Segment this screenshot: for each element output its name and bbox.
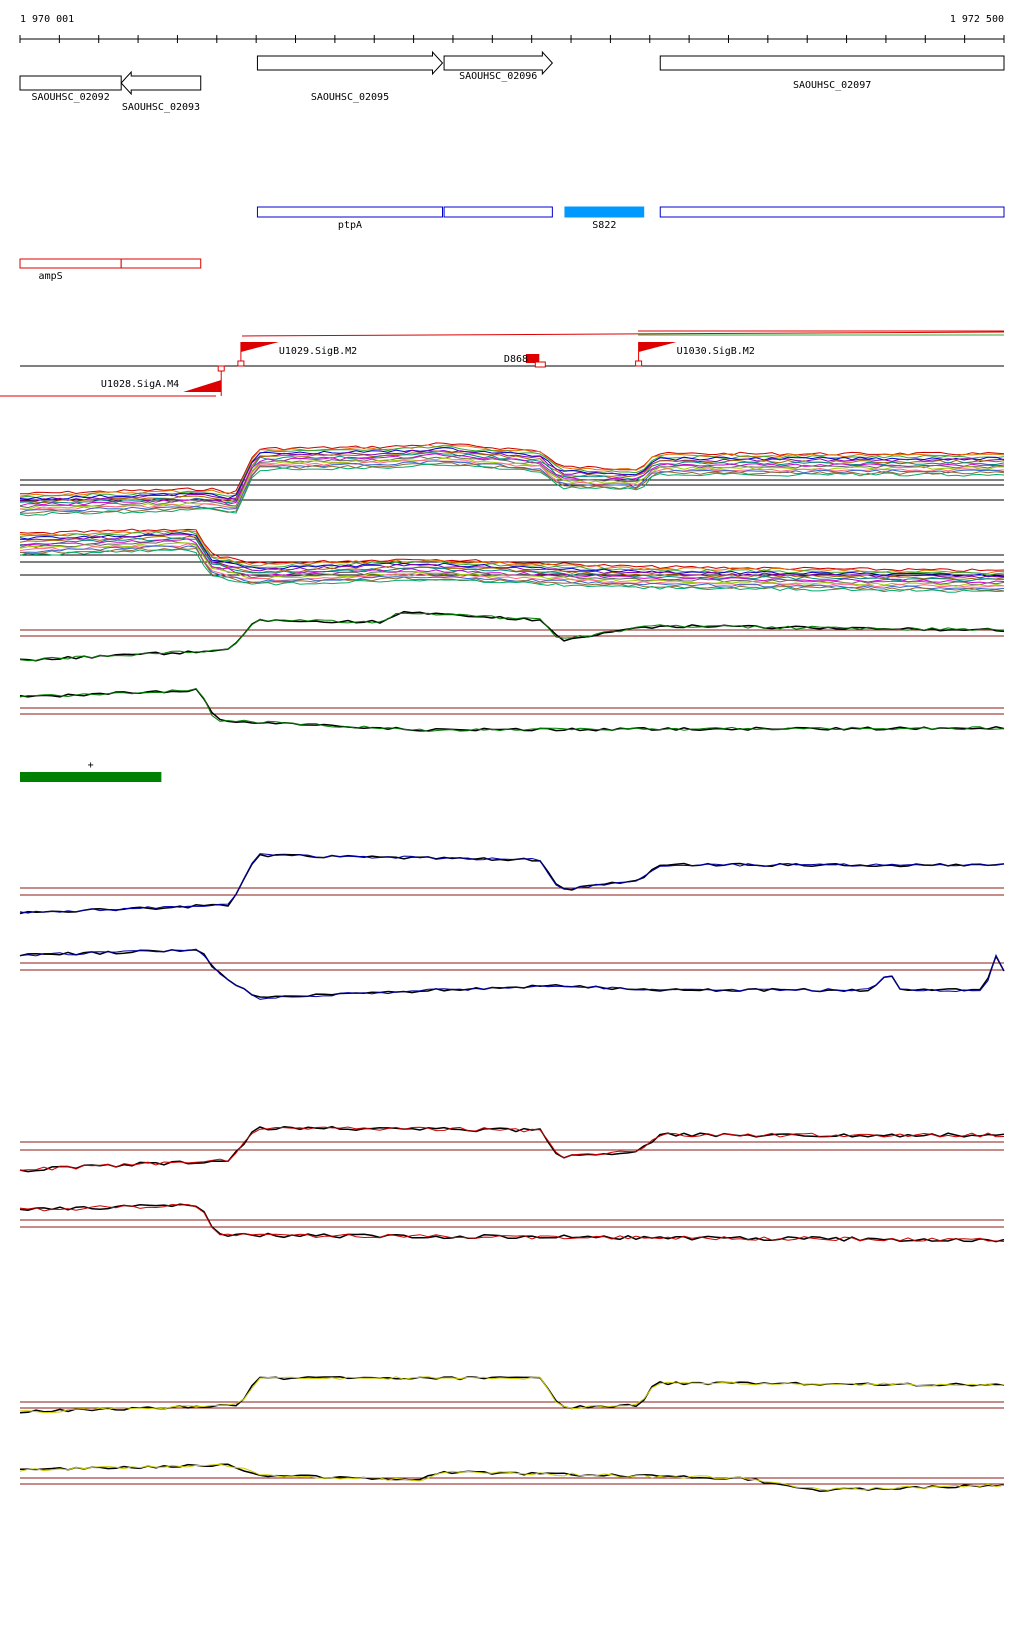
gene-arrow[interactable] xyxy=(256,50,444,76)
gene-label: SAOUHSC_02095 xyxy=(311,92,389,103)
promoter-label: U1028.SigA.M4 xyxy=(101,379,179,390)
expression-trace xyxy=(19,529,1005,575)
blue-feature[interactable] xyxy=(564,206,645,218)
expression-trace xyxy=(19,543,1005,588)
expression-trace xyxy=(19,534,1005,579)
blue-feature[interactable] xyxy=(256,206,444,218)
promoter-box xyxy=(635,360,643,367)
promoter-track: U1028.SigA.M4 U1029.SigB.M2 U1030.SigB.M2 D… xyxy=(0,330,1005,397)
expression-trace xyxy=(19,444,1005,497)
promoter-label: U1029.SigB.M2 xyxy=(279,346,357,357)
red-feature-track: ampS xyxy=(19,258,202,282)
expression-tracks xyxy=(19,442,1005,1492)
expression-trace xyxy=(19,1125,1005,1173)
blue-feature-label: ptpA xyxy=(338,220,362,231)
expression-trace xyxy=(19,1203,1005,1242)
promoter-box xyxy=(237,360,245,367)
gene-label: SAOUHSC_02096 xyxy=(459,71,537,82)
blue-feature[interactable] xyxy=(659,206,1005,218)
expression-trace xyxy=(19,542,1005,587)
ruler: 1 970 001 1 972 500 xyxy=(19,14,1005,43)
red-feature[interactable] xyxy=(19,258,122,269)
blue-feature-label: S822 xyxy=(592,220,616,231)
expression-trace xyxy=(19,453,1005,507)
expression-trace xyxy=(19,532,1005,578)
red-feature[interactable] xyxy=(120,258,202,269)
expression-trace xyxy=(19,853,1005,914)
expression-trace xyxy=(19,612,1005,662)
expression-trace xyxy=(19,535,1005,581)
expression-trace xyxy=(19,459,1005,511)
expression-trace xyxy=(19,530,1005,576)
gene-arrow[interactable] xyxy=(443,50,554,76)
promoter-box xyxy=(217,365,225,372)
expression-trace xyxy=(20,442,1005,495)
expression-trace xyxy=(19,450,1005,504)
expression-trace xyxy=(19,688,1005,732)
ruler-ticks xyxy=(19,35,1005,43)
terminator-block[interactable] xyxy=(525,354,540,363)
gene-label: SAOUHSC_02097 xyxy=(793,80,871,91)
gene-arrow[interactable] xyxy=(659,55,1005,71)
expression-trace xyxy=(19,463,1005,517)
expression-trace xyxy=(19,1463,1005,1491)
expression-trace xyxy=(19,462,1005,514)
promoter-label: U1030.SigB.M2 xyxy=(677,346,755,357)
green-bar-track: + xyxy=(20,760,162,782)
gene-label: SAOUHSC_02092 xyxy=(31,92,109,103)
expression-trace xyxy=(19,452,1005,505)
green-bar-label: + xyxy=(88,760,94,771)
expression-trace xyxy=(19,948,1005,1000)
expression-trace xyxy=(19,538,1005,584)
promoter-flag[interactable] xyxy=(638,342,677,352)
expression-trace xyxy=(19,545,1005,590)
expression-trace xyxy=(19,537,1005,582)
promoter-flag[interactable] xyxy=(240,342,279,352)
expression-trace xyxy=(19,457,1005,510)
expression-trace xyxy=(19,853,1005,915)
green-bar[interactable] xyxy=(20,772,162,782)
blue-feature-track: ptpA S822 xyxy=(256,206,1005,231)
terminator-label: D868 xyxy=(504,354,528,365)
red-feature-label: ampS xyxy=(39,271,63,282)
ruler-end-label: 1 972 500 xyxy=(950,14,1004,25)
gene-label: SAOUHSC_02093 xyxy=(122,102,200,113)
gene-arrow[interactable] xyxy=(120,70,202,96)
expression-trace xyxy=(19,449,1005,502)
expression-trace xyxy=(19,1376,1005,1414)
terminator-box xyxy=(534,361,546,368)
expression-trace xyxy=(19,447,1005,500)
expression-trace xyxy=(19,547,1005,592)
ruler-start-label: 1 970 001 xyxy=(20,14,74,25)
expression-trace xyxy=(19,610,1005,662)
genes-track: SAOUHSC_02092 SAOUHSC_02093 SAOUHSC_02095 S… xyxy=(19,50,1005,113)
expression-trace xyxy=(19,688,1005,733)
expression-trace xyxy=(19,1376,1005,1414)
transcript-line xyxy=(241,331,1005,337)
expression-trace xyxy=(19,1126,1005,1171)
expression-trace xyxy=(19,455,1005,509)
promoter-flag[interactable] xyxy=(183,380,222,392)
gene-arrow[interactable] xyxy=(19,75,122,91)
expression-trace xyxy=(19,548,1005,593)
blue-feature[interactable] xyxy=(443,206,553,218)
